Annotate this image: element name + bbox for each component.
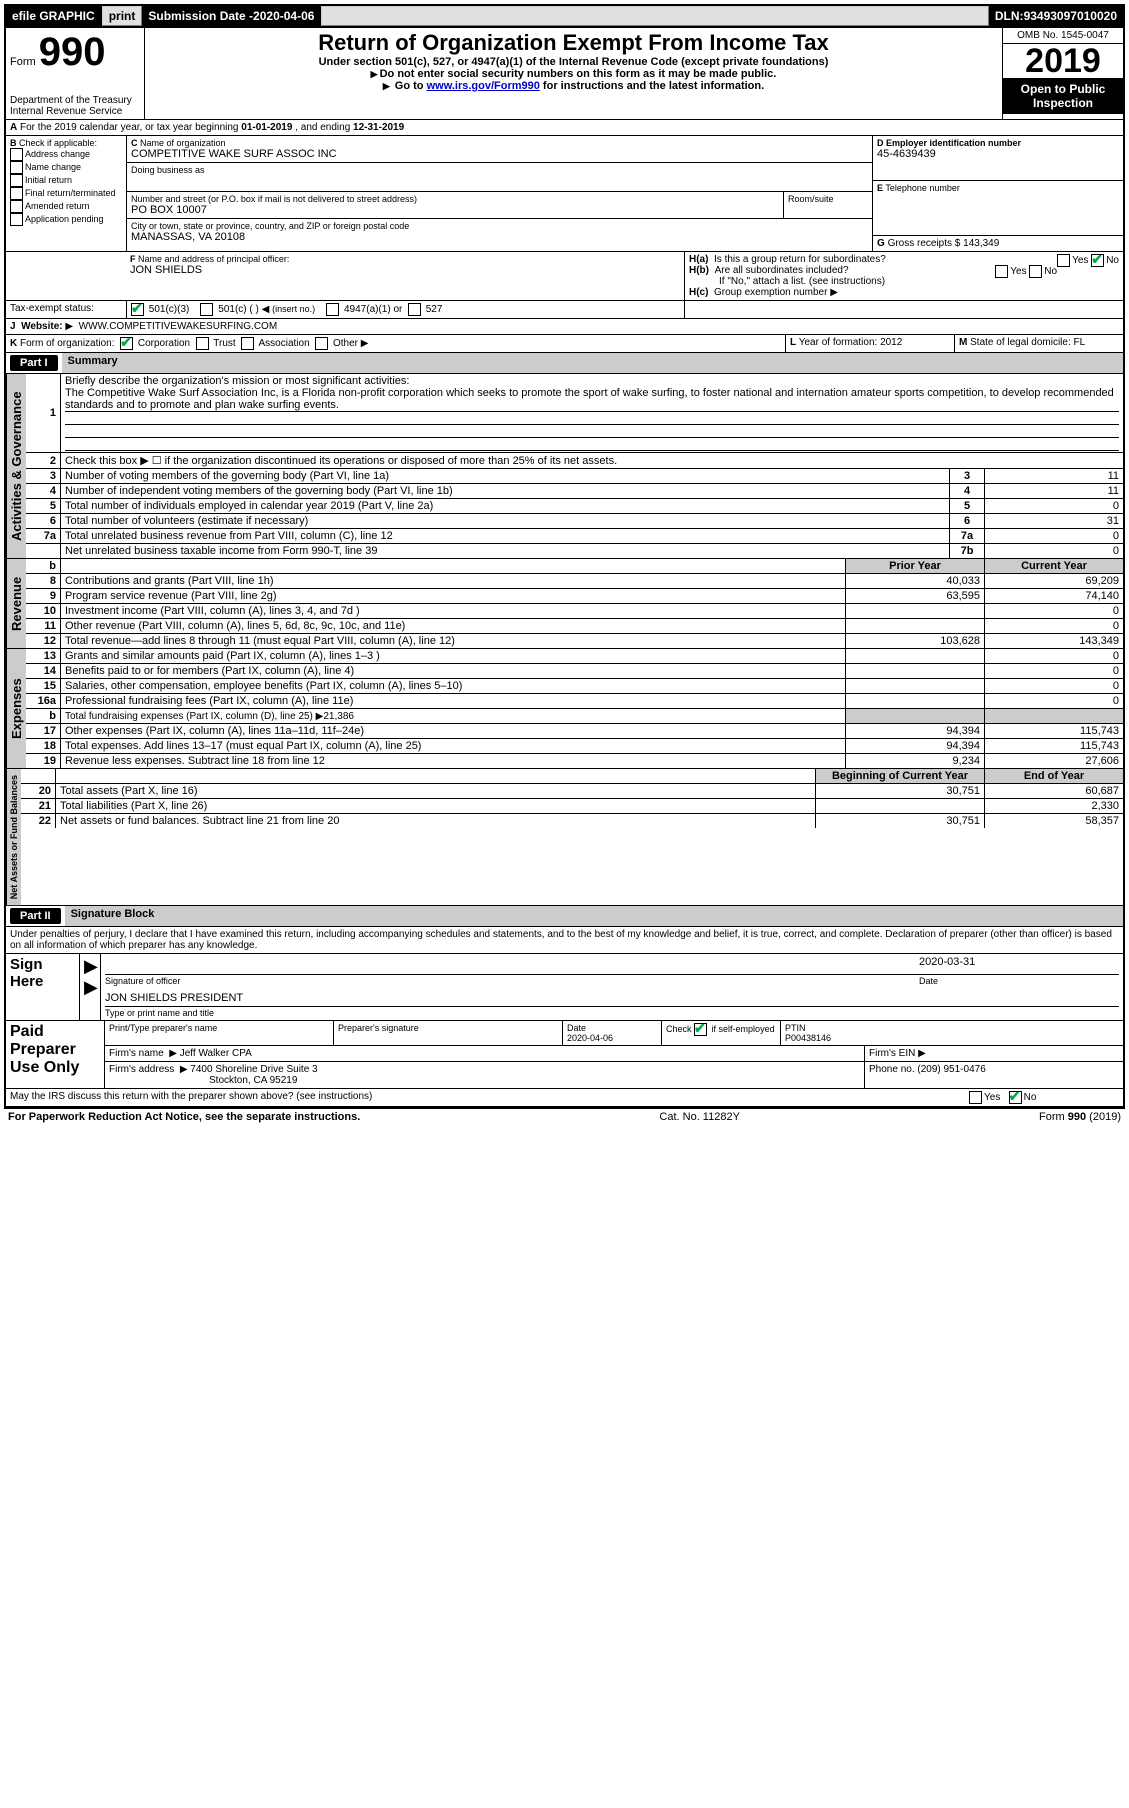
chk-4947[interactable] xyxy=(326,303,339,316)
paid-preparer-block: Paid Preparer Use Only Print/Type prepar… xyxy=(6,1021,1123,1089)
room-label: Room/suite xyxy=(784,192,872,218)
paid-preparer-label: Paid Preparer Use Only xyxy=(6,1021,105,1088)
dba-label: Doing business as xyxy=(131,165,868,175)
part2-header: Part II Signature Block xyxy=(6,906,1123,927)
tax-year: 2019 xyxy=(1003,44,1123,78)
side-revenue: Revenue xyxy=(6,559,26,648)
website: WWW.COMPETITIVEWAKESURFING.COM xyxy=(79,321,278,332)
side-activities: Activities & Governance xyxy=(6,374,26,558)
tax-exempt-label: Tax-exempt status: xyxy=(6,301,127,318)
street-label: Number and street (or P.O. box if mail i… xyxy=(131,194,779,204)
form-subtitle-3: Go to www.irs.gov/Form990 for instructio… xyxy=(149,80,998,92)
discuss-no[interactable] xyxy=(1009,1091,1022,1104)
mission-text: The Competitive Wake Surf Association In… xyxy=(65,387,1119,412)
chk-trust[interactable] xyxy=(196,337,209,350)
k-l-m-row: K Form of organization: Corporation Trus… xyxy=(6,335,1123,353)
section-activities: Activities & Governance 1 Briefly descri… xyxy=(6,374,1123,559)
form-label: Form xyxy=(10,56,36,68)
form-title: Return of Organization Exempt From Incom… xyxy=(149,30,998,56)
city: MANASSAS, VA 20108 xyxy=(131,231,868,243)
section-net-assets: Net Assets or Fund Balances Beginning of… xyxy=(6,769,1123,906)
chk-initial-return[interactable]: Initial return xyxy=(10,174,122,187)
year-formation: 2012 xyxy=(880,337,902,348)
officer-print-name: JON SHIELDS PRESIDENT xyxy=(105,992,1119,1006)
inspection-label: Open to Public Inspection xyxy=(1003,78,1123,114)
sign-here-block: Sign Here ▶▶ 2020-03-31 Signature of off… xyxy=(6,954,1123,1021)
street: PO BOX 10007 xyxy=(131,204,779,216)
chk-corp[interactable] xyxy=(120,337,133,350)
chk-501c3[interactable] xyxy=(131,303,144,316)
gross-receipts: 143,349 xyxy=(963,238,999,249)
footer-mid: Cat. No. 11282Y xyxy=(659,1111,740,1123)
side-net-assets: Net Assets or Fund Balances xyxy=(6,769,21,905)
footer: For Paperwork Reduction Act Notice, see … xyxy=(4,1109,1125,1125)
line-2: Check this box ▶ ☐ if the organization d… xyxy=(61,453,1124,469)
sign-date: 2020-03-31 xyxy=(919,956,1119,974)
val-7b: 0 xyxy=(985,544,1124,559)
form-number: 990 xyxy=(39,30,106,74)
hb-no[interactable] xyxy=(1029,265,1042,278)
sign-here-label: Sign Here xyxy=(6,954,80,1020)
efile-label: efile GRAPHIC xyxy=(6,6,102,26)
chk-501c[interactable] xyxy=(200,303,213,316)
top-bar: efile GRAPHIC print Submission Date - 20… xyxy=(4,4,1125,28)
officer-name: JON SHIELDS xyxy=(130,264,680,276)
website-row: J Website: ▶ WWW.COMPETITIVEWAKESURFING.… xyxy=(6,319,1123,335)
discuss-yes[interactable] xyxy=(969,1091,982,1104)
submission-date: Submission Date - 2020-04-06 xyxy=(142,6,321,26)
tax-exempt-row: Tax-exempt status: 501(c)(3) 501(c) ( ) … xyxy=(6,301,1123,319)
b-label: Check if applicable: xyxy=(19,138,97,148)
chk-address-change[interactable]: Address change xyxy=(10,148,122,161)
chk-name-change[interactable]: Name change xyxy=(10,161,122,174)
sig-officer-label: Signature of officer xyxy=(105,974,919,986)
chk-final-return[interactable]: Final return/terminated xyxy=(10,187,122,200)
header-row: Form 990 Department of the Treasury Inte… xyxy=(6,28,1123,120)
org-name: COMPETITIVE WAKE SURF ASSOC INC xyxy=(131,148,868,160)
dln: DLN: 93493097010020 xyxy=(989,6,1123,26)
val-3: 11 xyxy=(985,469,1124,484)
section-expenses: Expenses 13Grants and similar amounts pa… xyxy=(6,649,1123,769)
ein: 45-4639439 xyxy=(877,148,1119,160)
spacer-button xyxy=(321,6,988,26)
pointer-icon: ▶▶ xyxy=(80,954,101,1020)
print-button[interactable]: print xyxy=(102,6,143,26)
firm-phone: (209) 951-0476 xyxy=(917,1064,985,1075)
chk-527[interactable] xyxy=(408,303,421,316)
form-subtitle-1: Under section 501(c), 527, or 4947(a)(1)… xyxy=(149,56,998,68)
section-f-h: F Name and address of principal officer:… xyxy=(6,251,1123,301)
part1-header: Part I Summary xyxy=(6,353,1123,374)
footer-right: Form 990 (2019) xyxy=(1039,1111,1121,1123)
section-b-g: B Check if applicable: Address change Na… xyxy=(6,136,1123,251)
val-5: 0 xyxy=(985,499,1124,514)
section-revenue: Revenue bPrior YearCurrent Year 8Contrib… xyxy=(6,559,1123,649)
chk-application-pending[interactable]: Application pending xyxy=(10,213,122,226)
val-7a: 0 xyxy=(985,529,1124,544)
chk-other[interactable] xyxy=(315,337,328,350)
discuss-row: May the IRS discuss this return with the… xyxy=(6,1089,1123,1107)
ha-yes[interactable] xyxy=(1057,254,1070,267)
firm-name: Jeff Walker CPA xyxy=(180,1048,252,1059)
ha-no[interactable] xyxy=(1091,254,1104,267)
sig-date-label: Date xyxy=(919,974,1119,986)
side-expenses: Expenses xyxy=(6,649,26,768)
val-4: 11 xyxy=(985,484,1124,499)
chk-self-employed[interactable] xyxy=(694,1023,707,1036)
val-6: 31 xyxy=(985,514,1124,529)
chk-assoc[interactable] xyxy=(241,337,254,350)
dept-label: Department of the Treasury Internal Reve… xyxy=(10,95,140,117)
form-subtitle-2: Do not enter social security numbers on … xyxy=(149,68,998,80)
state-domicile: FL xyxy=(1074,337,1086,348)
declaration: Under penalties of perjury, I declare th… xyxy=(6,927,1123,954)
chk-amended-return[interactable]: Amended return xyxy=(10,200,122,213)
officer-print-label: Type or print name and title xyxy=(105,1006,1119,1018)
irs-link[interactable]: www.irs.gov/Form990 xyxy=(427,80,540,92)
line-a: A For the 2019 calendar year, or tax yea… xyxy=(6,120,1123,136)
footer-left: For Paperwork Reduction Act Notice, see … xyxy=(8,1111,360,1123)
city-label: City or town, state or province, country… xyxy=(131,221,868,231)
ptin: P00438146 xyxy=(785,1033,831,1043)
form-body: Form 990 Department of the Treasury Inte… xyxy=(4,28,1125,1109)
hb-yes[interactable] xyxy=(995,265,1008,278)
